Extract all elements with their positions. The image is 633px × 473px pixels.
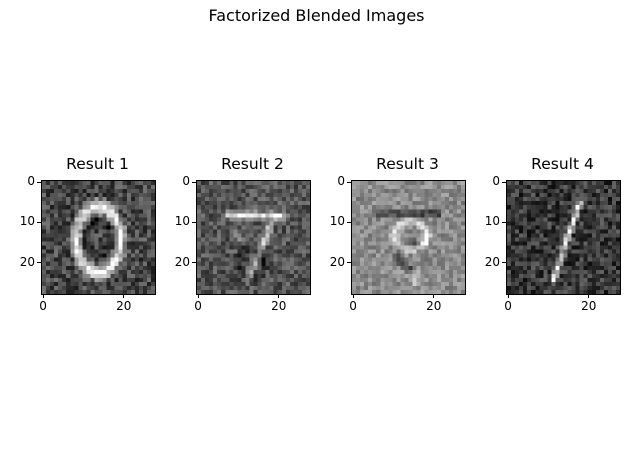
y-tick-label: 20 (174, 254, 190, 269)
y-tick-label: 10 (19, 214, 35, 229)
y-tick-label: 20 (484, 254, 500, 269)
heatmap-canvas (507, 181, 620, 294)
digit-image (506, 180, 621, 295)
y-tick-label: 0 (337, 174, 345, 189)
x-tick-label: 0 (39, 299, 47, 313)
y-tick-label: 0 (27, 174, 35, 189)
y-tick (502, 262, 506, 264)
y-tick-label: 0 (492, 174, 500, 189)
heatmap-canvas (352, 181, 465, 294)
y-tick (192, 262, 196, 264)
y-tick-label: 10 (174, 214, 190, 229)
y-tick-label: 20 (329, 254, 345, 269)
panel-title: Result 1 (66, 155, 129, 173)
y-tick-label: 0 (182, 174, 190, 189)
y-tick (347, 221, 351, 223)
y-tick-label: 10 (329, 214, 345, 229)
x-tick-label: 0 (504, 299, 512, 313)
panel-title: Result 3 (376, 155, 439, 173)
x-tick (278, 294, 280, 298)
y-tick (502, 221, 506, 223)
x-tick (507, 294, 509, 298)
x-tick (123, 294, 125, 298)
panel-title: Result 2 (221, 155, 284, 173)
digit-image (196, 180, 311, 295)
x-tick-label: 0 (194, 299, 202, 313)
y-tick (37, 262, 41, 264)
y-tick (347, 181, 351, 183)
y-tick (502, 181, 506, 183)
heatmap-canvas (197, 181, 310, 294)
x-tick (42, 294, 44, 298)
x-tick-label: 0 (349, 299, 357, 313)
x-tick-label: 20 (116, 299, 132, 313)
x-tick-label: 20 (581, 299, 597, 313)
panel-title: Result 4 (531, 155, 594, 173)
digit-image (351, 180, 466, 295)
x-tick (588, 294, 590, 298)
x-tick-label: 20 (271, 299, 287, 313)
heatmap-canvas (42, 181, 155, 294)
y-tick (192, 221, 196, 223)
y-tick (37, 181, 41, 183)
y-tick (37, 221, 41, 223)
x-tick (352, 294, 354, 298)
y-tick (192, 181, 196, 183)
y-tick-label: 10 (484, 214, 500, 229)
y-tick-label: 20 (19, 254, 35, 269)
x-tick (433, 294, 435, 298)
y-tick (347, 262, 351, 264)
x-tick-label: 20 (426, 299, 442, 313)
digit-image (41, 180, 156, 295)
x-tick (197, 294, 199, 298)
figure-title: Factorized Blended Images (208, 6, 425, 25)
